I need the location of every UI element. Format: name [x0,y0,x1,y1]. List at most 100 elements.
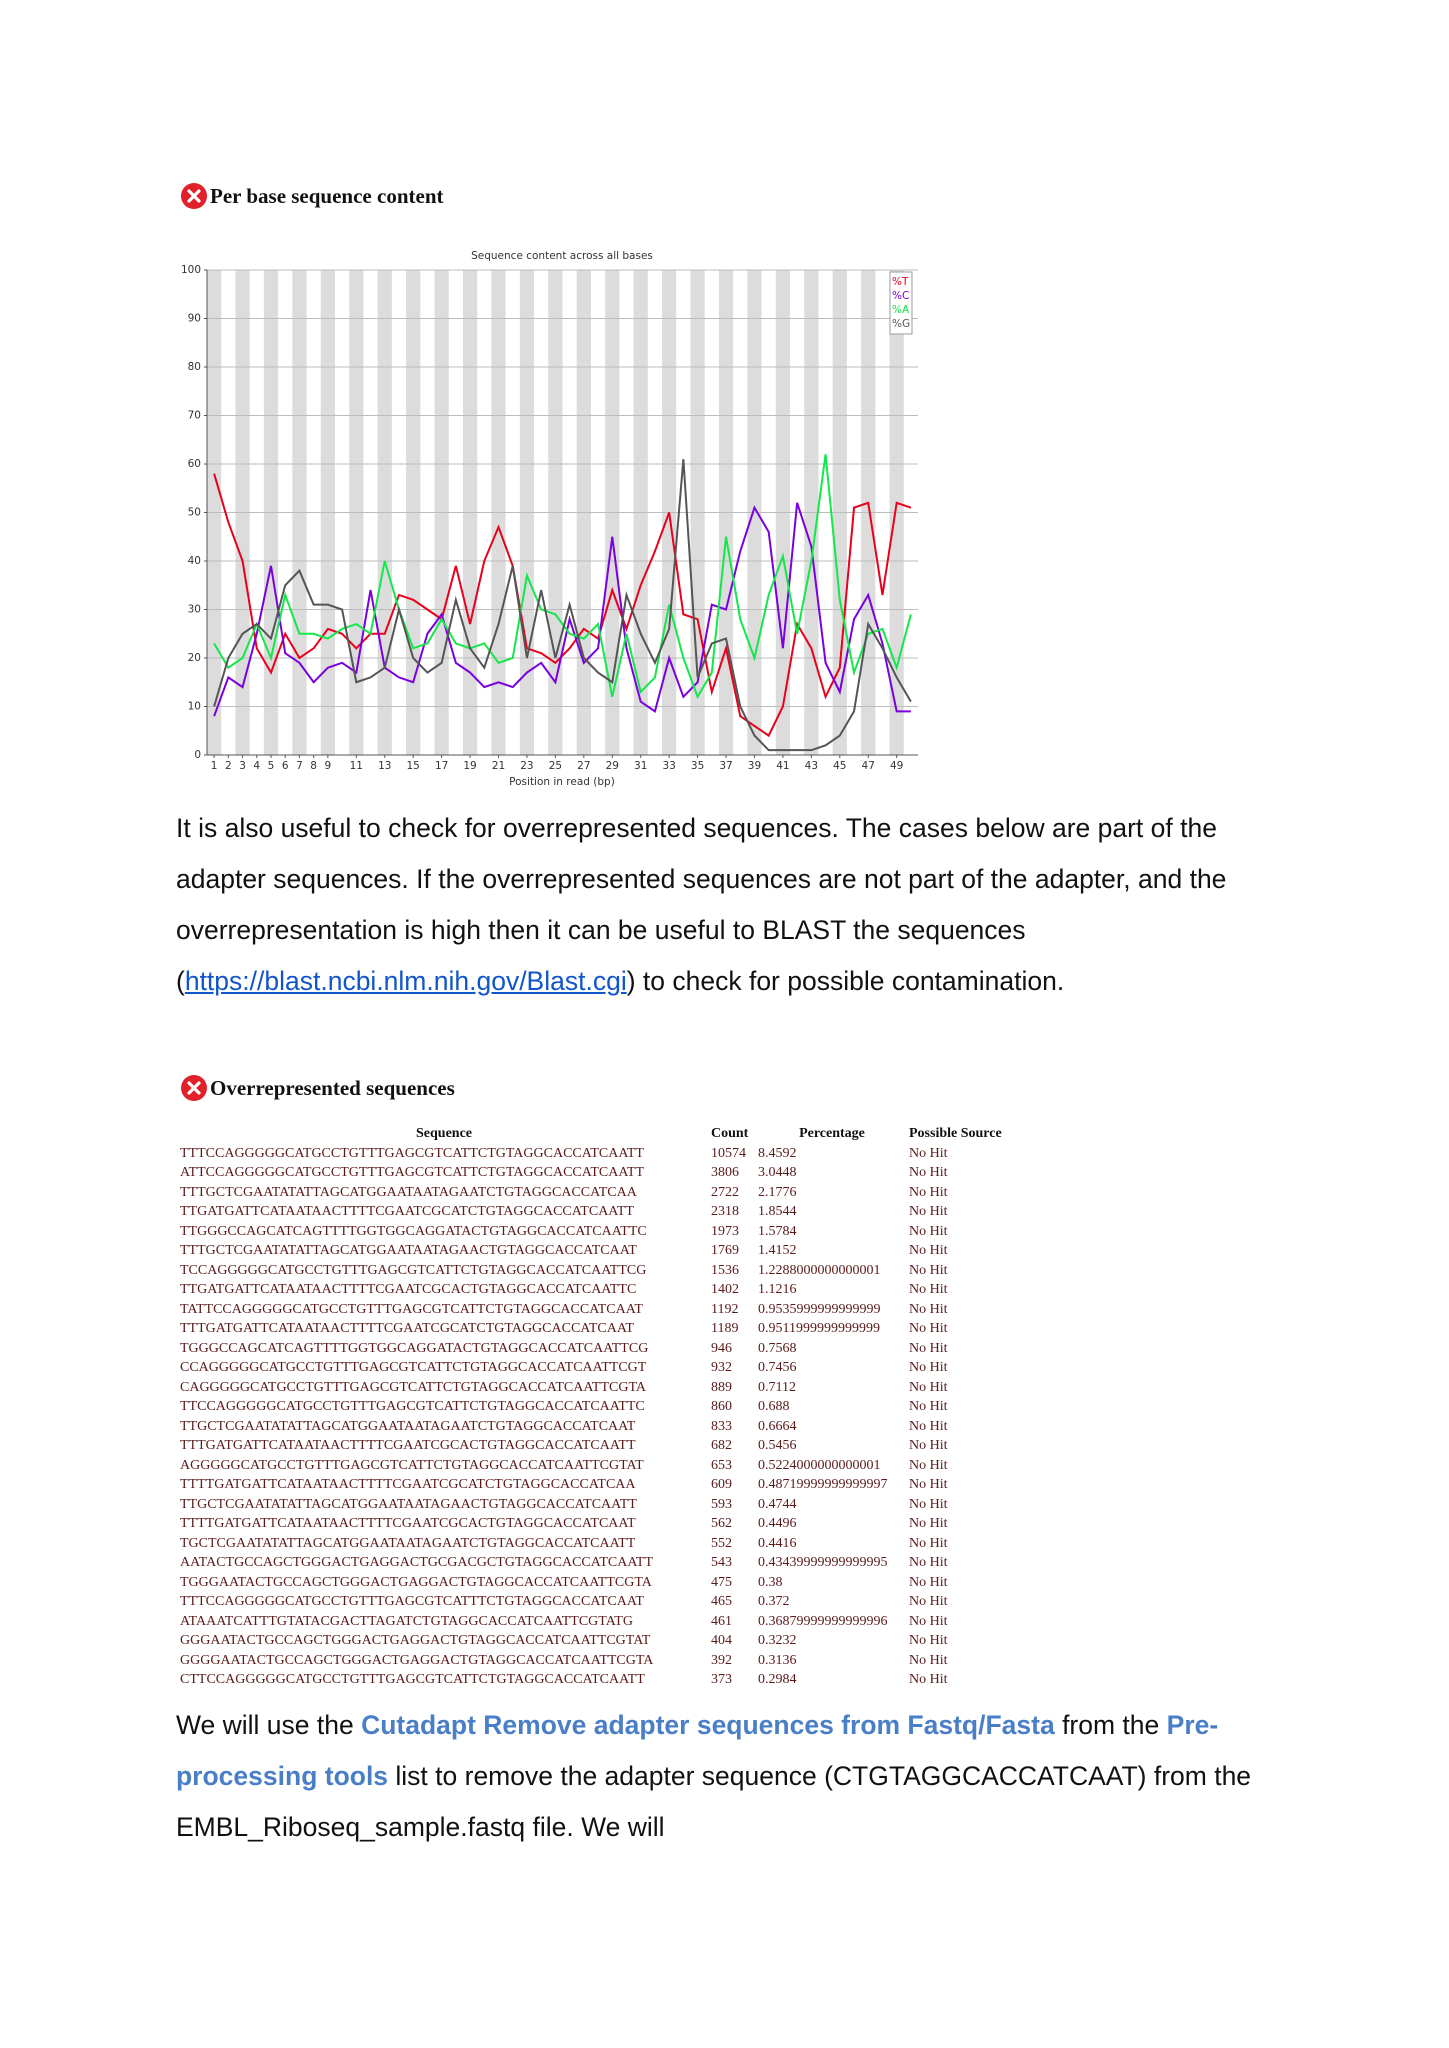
table-row: AGGGGGCATGCCTGTTTGAGCGTCATTCTGTAGGCACCAT… [180,1456,1032,1476]
header-cell: Possible Source [909,1126,1002,1141]
table-cell: No Hit [909,1496,948,1512]
table-row: CTTCCAGGGGGCATGCCTGTTTGAGCGTCATTCTGTAGGC… [180,1670,1032,1690]
table-cell: No Hit [909,1535,948,1551]
y-tick-label: 0 [194,749,201,761]
table-cell: No Hit [909,1555,948,1570]
chart-title: Sequence content across all bases [471,250,653,262]
table-cell: TTGATGATTCATAATAACTTTTCGAATCGCACTGTAGGCA… [180,1282,637,1297]
table-cell: 1192 [711,1301,739,1317]
table-cell: No Hit [909,1672,948,1687]
table-cell: 0.36879999999999996 [758,1613,888,1629]
table-cell: 0.7456 [758,1360,797,1375]
table-cell: 0.7112 [758,1379,796,1395]
table-cell: 1536 [711,1262,739,1278]
table-cell: CTTCCAGGGGGCATGCCTGTTTGAGCGTCATTCTGTAGGC… [180,1672,645,1687]
table-cell: No Hit [909,1516,948,1531]
x-tick-label: 27 [577,760,590,772]
series-line [213,459,912,752]
x-tick-label: 4 [253,760,260,772]
x-tick-label: 45 [833,760,846,772]
y-tick-label: 20 [188,652,201,664]
text: We will use the [176,1710,362,1740]
table-cell: TTCCAGGGGGCATGCCTGTTTGAGCGTCATTCTGTAGGCA… [180,1399,645,1414]
table-row: TGGGAATACTGCCAGCTGGGACTGAGGACTGTAGGCACCA… [180,1573,1032,1593]
table-row: TTGATGATTCATAATAACTTTTCGAATCGCATCTGTAGGC… [180,1202,1032,1222]
x-tick-label: 2 [225,760,232,772]
y-tick-label: 80 [188,361,201,373]
table-cell: No Hit [909,1574,948,1590]
table-cell: No Hit [909,1262,948,1278]
table-cell: TTTTGATGATTCATAATAACTTTTCGAATCGCACTGTAGG… [180,1516,636,1531]
table-cell: TTGCTCGAATATATTAGCATGGAATAATAGAACTGTAGGC… [180,1496,637,1512]
link[interactable]: https://blast.ncbi.nlm.nih.gov/Blast.cgi [184,966,627,996]
table-cell: 833 [711,1418,732,1434]
x-tick-label: 17 [435,760,448,772]
table-cell: TTTTGATGATTCATAATAACTTTTCGAATCGCATCTGTAG… [180,1477,636,1492]
table-row: TTCCAGGGGGCATGCCTGTTTGAGCGTCATTCTGTAGGCA… [180,1397,1032,1417]
table-cell: 1402 [711,1282,739,1297]
table-row: ATTCCAGGGGGCATGCCTGTTTGAGCGTCATTCTGTAGGC… [180,1163,1032,1183]
table-cell: TTTCCAGGGGGCATGCCTGTTTGAGCGTCATTTCTGTAGG… [180,1594,644,1609]
table-cell: 2.1776 [758,1184,797,1200]
table-cell: 0.43439999999999995 [758,1555,888,1570]
table-cell: TGCTCGAATATATTAGCATGGAATAATAGAATCTGTAGGC… [180,1535,636,1551]
table-cell: No Hit [909,1301,948,1317]
table-cell: TCCAGGGGGCATGCCTGTTTGAGCGTCATTCTGTAGGCAC… [180,1262,647,1278]
y-tick-label: 100 [181,264,201,276]
text: ) to check for possible contamination. [626,966,1065,996]
table-cell: 562 [711,1516,732,1531]
header-row: Sequence Count Percentage Possible Source [180,1124,1032,1144]
table-cell: CCAGGGGGCATGCCTGTTTGAGCGTCATTCTGTAGGCACC… [180,1360,647,1375]
table-cell: No Hit [909,1340,948,1356]
table-row: TGGGCCAGCATCAGTTTTGGTGGCAGGATACTGTAGGCAC… [180,1339,1032,1359]
table-cell: No Hit [909,1282,948,1297]
table-cell: GGGAATACTGCCAGCTGGGACTGAGGACTGTAGGCACCAT… [180,1633,651,1648]
x-tick-label: 9 [325,760,332,772]
table-cell: TTTGATGATTCATAATAACTTTTCGAATCGCACTGTAGGC… [180,1438,636,1453]
table-cell: No Hit [909,1613,948,1629]
table-cell: 946 [711,1340,732,1356]
x-axis-label: Position in read (bp) [509,776,615,788]
table-cell: 3806 [711,1165,739,1180]
legend-entry: %C [892,290,909,302]
table-cell: 0.4744 [758,1496,797,1512]
table-row: TTGATGATTCATAATAACTTTTCGAATCGCACTGTAGGCA… [180,1280,1032,1300]
x-tick-label: 25 [549,760,562,772]
table-cell: 889 [711,1379,732,1395]
table-cell: 0.3136 [758,1652,797,1668]
table-cell: 2722 [711,1184,739,1200]
table-cell: 0.2984 [758,1672,797,1687]
header-cell: Sequence [416,1126,472,1141]
legend-entry: %T [892,276,909,288]
table-row: TCCAGGGGGCATGCCTGTTTGAGCGTCATTCTGTAGGCAC… [180,1261,1032,1281]
x-tick-label: 21 [492,760,505,772]
table-cell: 609 [711,1477,732,1492]
table-cell: No Hit [909,1457,948,1473]
header-cell: Count [711,1126,749,1141]
table-cell: 0.5224000000000001 [758,1457,881,1473]
x-tick-label: 15 [407,760,420,772]
table-row: GGGAATACTGCCAGCTGGGACTGAGGACTGTAGGCACCAT… [180,1631,1032,1651]
table-cell: 0.372 [758,1594,790,1609]
table-cell: No Hit [909,1594,948,1609]
x-tick-label: 13 [378,760,391,772]
table-cell: No Hit [909,1243,948,1258]
table-row: TGCTCGAATATATTAGCATGGAATAATAGAATCTGTAGGC… [180,1534,1032,1554]
table-cell: No Hit [909,1652,948,1668]
table-cell: 0.3232 [758,1633,797,1648]
table-row: TTTTGATGATTCATAATAACTTTTCGAATCGCATCTGTAG… [180,1475,1032,1495]
x-tick-label: 1 [211,760,218,772]
table-cell: No Hit [909,1418,948,1434]
table-cell: TATTCCAGGGGGCATGCCTGTTTGAGCGTCATTCTGTAGG… [180,1301,643,1317]
table-cell: 552 [711,1535,732,1551]
table-cell: TTGGGCCAGCATCAGTTTTGGTGGCAGGATACTGTAGGCA… [180,1223,647,1239]
error-icon [181,183,207,209]
table: Sequence Count Percentage Possible Source TT… [180,1124,1032,1690]
table-row: TTGCTCGAATATATTAGCATGGAATAATAGAACTGTAGGC… [180,1495,1032,1515]
table-cell: 1189 [711,1321,739,1336]
x-tick-label: 35 [691,760,704,772]
x-tick-label: 33 [662,760,675,772]
x-tick-label: 5 [268,760,275,772]
table-row: TTGCTCGAATATATTAGCATGGAATAATAGAATCTGTAGG… [180,1417,1032,1437]
